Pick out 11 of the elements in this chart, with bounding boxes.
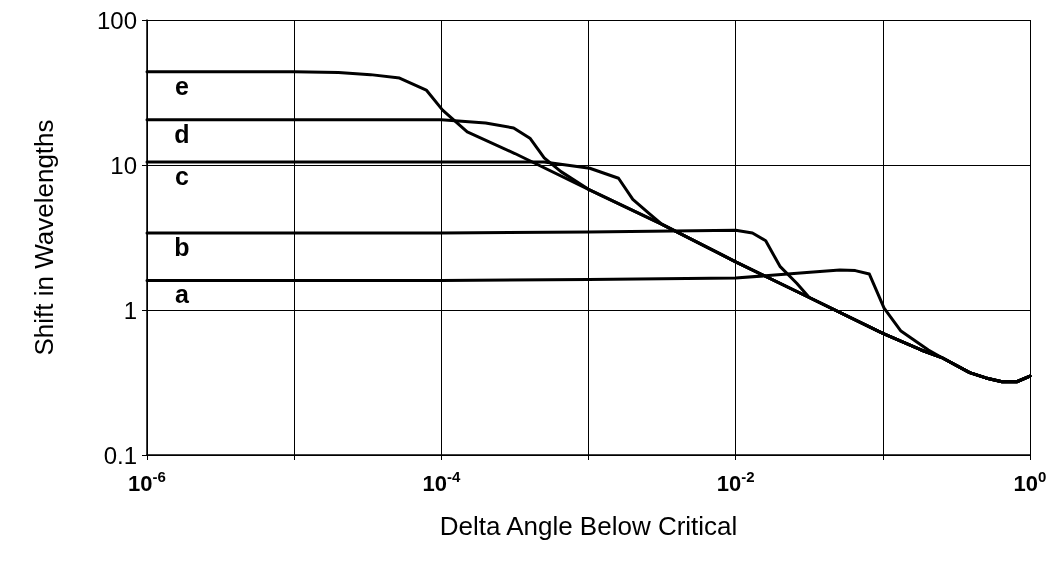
series-label: a [175, 280, 191, 309]
y-tick-label: 100 [96, 6, 137, 34]
series-label: c [175, 161, 190, 190]
y-tick-label: 10 [110, 151, 137, 179]
series-label: d [174, 119, 190, 148]
y-tick-label: 1 [123, 296, 137, 324]
series-label: e [175, 71, 190, 100]
x-axis-title: Delta Angle Below Critical [439, 511, 738, 541]
series-label: b [174, 232, 190, 261]
y-axis-title: Shift in Wavelengths [29, 119, 59, 356]
y-tick-label: 0.1 [103, 441, 137, 469]
